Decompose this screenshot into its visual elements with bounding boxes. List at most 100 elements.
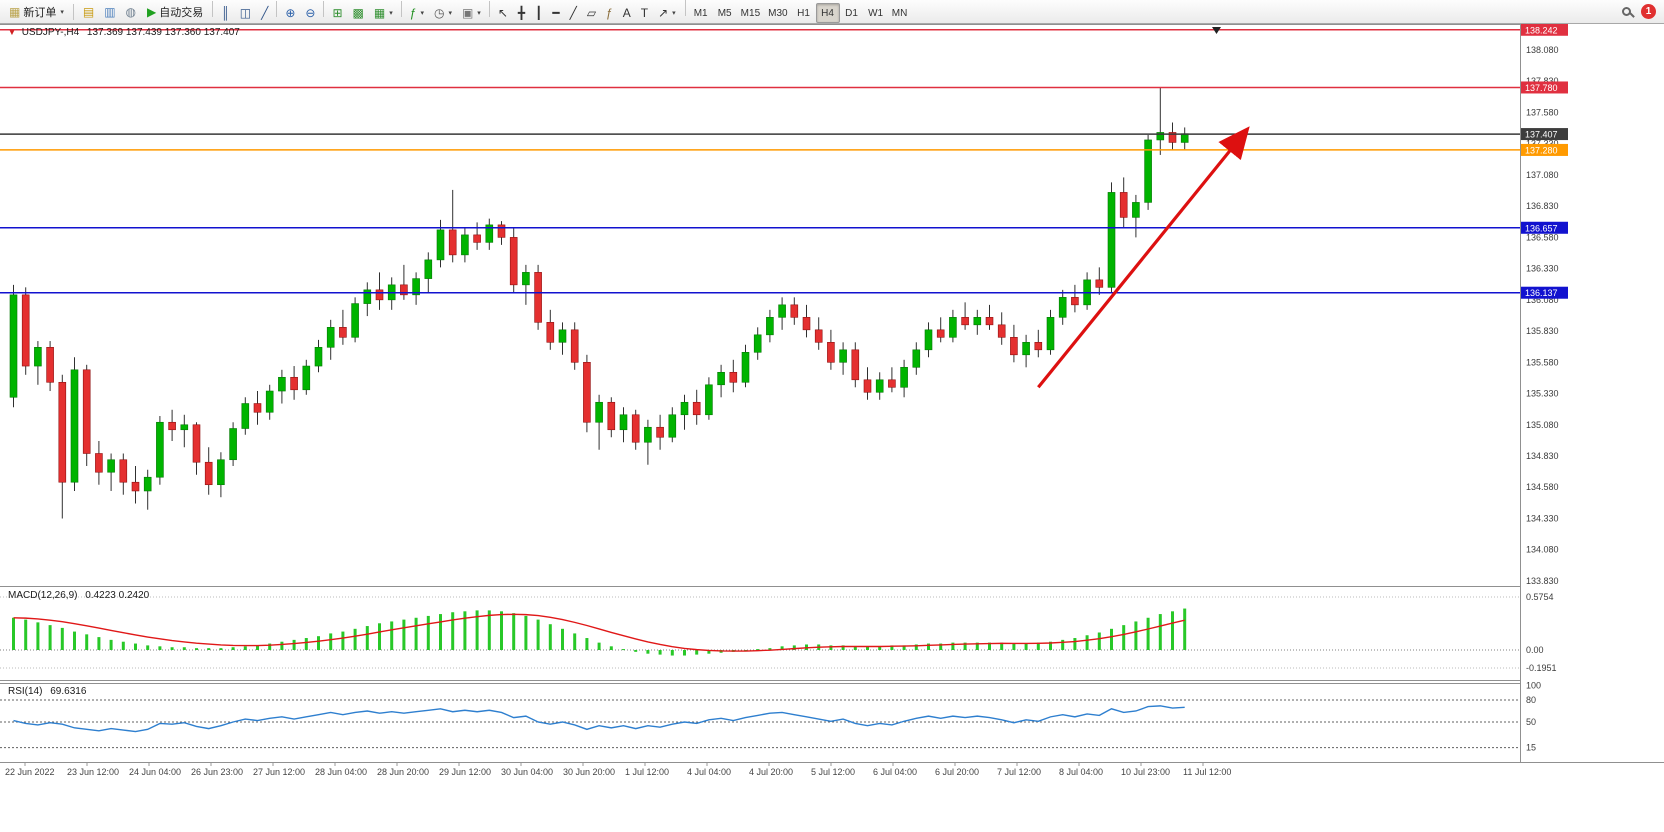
candle-body bbox=[668, 414, 677, 438]
channel-button[interactable]: ▱ bbox=[582, 3, 601, 23]
macd-histogram-bar bbox=[121, 641, 125, 650]
timeframe-m1-button[interactable]: M1 bbox=[689, 3, 713, 23]
timeframe-d1-button[interactable]: D1 bbox=[840, 3, 864, 23]
macd-axis-label: 0.5754 bbox=[1526, 592, 1554, 602]
candle-body bbox=[143, 476, 152, 492]
candle-body bbox=[1095, 279, 1104, 288]
macd-histogram-bar bbox=[85, 634, 89, 650]
trend-arrow-annotation[interactable] bbox=[1037, 126, 1250, 389]
time-tick-label: 11 Jul 12:00 bbox=[1183, 767, 1231, 777]
macd-histogram-bar bbox=[365, 626, 369, 650]
text-button[interactable]: A bbox=[618, 3, 636, 23]
price-tick-label: 135.330 bbox=[1526, 389, 1559, 399]
time-axis-area[interactable] bbox=[0, 763, 1664, 781]
tile-windows-button[interactable]: ⊞ bbox=[327, 3, 347, 23]
candle-body bbox=[570, 329, 579, 363]
navigator-button[interactable]: ▥ bbox=[99, 2, 120, 22]
candle-body bbox=[1034, 342, 1043, 351]
chart-header: ▼ USDJPY-,H4 137.369 137.439 137.360 137… bbox=[8, 27, 240, 38]
vertical-line-button[interactable]: ┃ bbox=[530, 3, 547, 23]
indicators-button[interactable]: ƒ ▾ bbox=[405, 3, 429, 23]
candle-body bbox=[802, 317, 811, 331]
bar-chart-button[interactable]: ║ bbox=[216, 3, 235, 23]
macd-histogram-bar bbox=[1085, 635, 1089, 650]
timeframe-w1-button[interactable]: W1 bbox=[864, 3, 888, 23]
candle-body bbox=[595, 401, 603, 423]
chart-area[interactable]: 138.080 137.830 137.580 137.330 137.080 136.8… bbox=[0, 24, 1664, 832]
candle-body bbox=[204, 461, 213, 486]
notification-badge[interactable]: 1 bbox=[1641, 4, 1656, 19]
period-button[interactable]: ◷ ▾ bbox=[429, 3, 457, 23]
macd-histogram-bar bbox=[1036, 642, 1040, 650]
timeframe-mn-button[interactable]: MN bbox=[888, 3, 912, 23]
line-chart-button[interactable]: ╱ bbox=[256, 3, 273, 23]
rsi-axis-label: 15 bbox=[1526, 743, 1536, 753]
macd-histogram-bar bbox=[878, 646, 882, 650]
timeframe-m30-button[interactable]: M30 bbox=[764, 3, 791, 23]
crosshair-button[interactable]: ╋ bbox=[513, 3, 530, 23]
zoom-in-icon: ⊕ bbox=[285, 5, 296, 20]
candle-body bbox=[461, 234, 469, 256]
zoom-in-button[interactable]: ⊕ bbox=[280, 3, 300, 23]
terminal-button[interactable]: ◍ bbox=[121, 2, 141, 22]
text-icon: A bbox=[622, 5, 631, 20]
cursor-button[interactable]: ↖ bbox=[493, 3, 513, 23]
macd-histogram-bar bbox=[939, 643, 943, 650]
time-tick-label: 5 Jul 12:00 bbox=[811, 767, 855, 777]
chart-shift-marker[interactable] bbox=[1212, 27, 1221, 34]
candle-body bbox=[497, 224, 506, 238]
trendline-button[interactable]: ╱ bbox=[565, 3, 582, 23]
horizontal-line-button[interactable]: ━ bbox=[547, 3, 564, 23]
chevron-down-icon: ▾ bbox=[672, 9, 676, 17]
macd-histogram-bar bbox=[1146, 617, 1150, 650]
price-badge-current-price bbox=[1521, 128, 1568, 141]
price-badge-support-1 bbox=[1521, 221, 1568, 234]
price-badge-label: 138.242 bbox=[1525, 25, 1558, 35]
macd-histogram-bar bbox=[36, 622, 40, 650]
price-badge-label: 136.137 bbox=[1525, 288, 1558, 298]
candle-body bbox=[326, 327, 335, 348]
snapshot-button[interactable]: ▣ ▾ bbox=[457, 3, 486, 23]
candle-body bbox=[351, 303, 359, 338]
toolbar-separator bbox=[684, 0, 686, 16]
macd-histogram-bar bbox=[487, 610, 491, 650]
candlestick-chart-button[interactable]: ◫ bbox=[235, 3, 256, 23]
time-tick-label: 6 Jul 04:00 bbox=[873, 767, 917, 777]
price-badge-label: 137.780 bbox=[1525, 83, 1558, 93]
rsi-axis-label: 80 bbox=[1526, 695, 1536, 705]
text-label-button[interactable]: T bbox=[636, 3, 653, 23]
new-order-button[interactable]: ▦ 新订单 ▾ bbox=[4, 2, 69, 22]
candle-body bbox=[1107, 192, 1116, 288]
candle-body bbox=[58, 381, 67, 483]
time-tick-label: 6 Jul 20:00 bbox=[935, 767, 979, 777]
new-chart-button[interactable]: ▦ ▾ bbox=[369, 3, 398, 23]
chart-ohlc-values: 137.369 137.439 137.360 137.407 bbox=[86, 27, 240, 38]
candle-body bbox=[729, 371, 738, 383]
timeframe-h4-button[interactable]: H4 bbox=[815, 3, 840, 24]
time-tick-label: 7 Jul 12:00 bbox=[997, 767, 1041, 777]
chevron-down-icon: ▾ bbox=[477, 9, 481, 17]
candle-body bbox=[290, 376, 298, 391]
price-badge-resistance-1 bbox=[1521, 81, 1568, 94]
autotrade-play-icon: ▶ bbox=[147, 4, 157, 19]
text-label-icon: T bbox=[640, 5, 649, 20]
macd-histogram-bar bbox=[1000, 642, 1004, 650]
candle-body bbox=[546, 322, 555, 343]
candle-body bbox=[936, 329, 945, 338]
timeframe-m5-button[interactable]: M5 bbox=[713, 3, 737, 23]
arrows-button[interactable]: ↗ ▾ bbox=[653, 3, 681, 23]
candle-body bbox=[46, 347, 54, 383]
fibonacci-button[interactable]: ƒ bbox=[601, 3, 618, 23]
timeframe-m15-button[interactable]: M15 bbox=[737, 3, 764, 23]
timeframe-h1-button[interactable]: H1 bbox=[792, 3, 816, 23]
panel-borders bbox=[0, 24, 1664, 763]
zoom-out-button[interactable]: ⊖ bbox=[300, 3, 320, 23]
autotrade-button[interactable]: ▶ 自动交易 bbox=[142, 2, 208, 22]
search-icon[interactable] bbox=[1622, 7, 1631, 16]
market-watch-button[interactable]: ▤ bbox=[78, 2, 99, 22]
cascade-windows-button[interactable]: ▩ bbox=[348, 3, 369, 23]
candle-body bbox=[375, 289, 384, 301]
candle-body bbox=[107, 459, 115, 473]
candle-body bbox=[509, 237, 518, 286]
candle-body bbox=[1046, 317, 1055, 351]
